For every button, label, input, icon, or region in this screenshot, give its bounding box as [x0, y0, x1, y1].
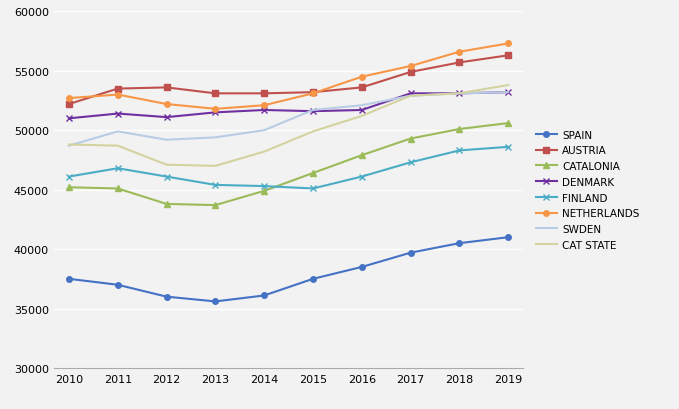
CAT STATE [65, 143, 73, 148]
FINLAND [504, 145, 512, 150]
FINLAND [358, 175, 366, 180]
NETHERLANDS [456, 50, 464, 55]
CATALONIA [504, 121, 512, 126]
DENMARK [260, 108, 268, 113]
CATALONIA [309, 171, 317, 176]
CAT STATE [113, 144, 122, 149]
FINLAND [309, 187, 317, 191]
Line: SWDEN: SWDEN [69, 93, 508, 146]
DENMARK [211, 110, 219, 115]
SWDEN [358, 103, 366, 108]
Line: FINLAND: FINLAND [65, 144, 512, 193]
FINLAND [407, 160, 415, 165]
AUSTRIA [211, 92, 219, 97]
FINLAND [113, 166, 122, 171]
DENMARK [407, 92, 415, 97]
AUSTRIA [260, 92, 268, 97]
NETHERLANDS [407, 64, 415, 69]
Line: AUSTRIA: AUSTRIA [66, 54, 511, 108]
NETHERLANDS [504, 42, 512, 47]
SPAIN [162, 294, 170, 299]
FINLAND [260, 184, 268, 189]
FINLAND [65, 175, 73, 180]
SWDEN [65, 144, 73, 149]
NETHERLANDS [162, 102, 170, 107]
AUSTRIA [65, 102, 73, 107]
DENMARK [309, 110, 317, 115]
CATALONIA [211, 203, 219, 208]
CATALONIA [456, 127, 464, 132]
NETHERLANDS [260, 103, 268, 108]
NETHERLANDS [113, 93, 122, 98]
SPAIN [407, 251, 415, 256]
CATALONIA [260, 189, 268, 194]
CAT STATE [456, 92, 464, 97]
NETHERLANDS [65, 97, 73, 101]
DENMARK [113, 112, 122, 117]
DENMARK [504, 90, 512, 95]
FINLAND [162, 175, 170, 180]
AUSTRIA [358, 86, 366, 91]
SPAIN [358, 265, 366, 270]
AUSTRIA [504, 54, 512, 58]
DENMARK [162, 115, 170, 120]
CAT STATE [162, 163, 170, 168]
SWDEN [211, 135, 219, 140]
SPAIN [211, 299, 219, 304]
CATALONIA [113, 187, 122, 191]
CAT STATE [260, 150, 268, 155]
CATALONIA [65, 185, 73, 190]
SWDEN [162, 138, 170, 143]
DENMARK [456, 92, 464, 97]
AUSTRIA [407, 70, 415, 75]
SWDEN [260, 128, 268, 133]
DENMARK [65, 117, 73, 121]
SPAIN [113, 283, 122, 288]
CAT STATE [504, 83, 512, 88]
AUSTRIA [456, 61, 464, 66]
SPAIN [456, 241, 464, 246]
CAT STATE [358, 114, 366, 119]
SWDEN [309, 108, 317, 113]
Line: NETHERLANDS: NETHERLANDS [66, 42, 511, 112]
SWDEN [113, 130, 122, 135]
SPAIN [260, 293, 268, 298]
NETHERLANDS [211, 107, 219, 112]
DENMARK [358, 108, 366, 113]
SWDEN [504, 90, 512, 95]
CATALONIA [358, 153, 366, 158]
Line: CATALONIA: CATALONIA [65, 120, 512, 209]
CATALONIA [407, 137, 415, 142]
Line: CAT STATE: CAT STATE [69, 86, 508, 166]
FINLAND [456, 148, 464, 153]
NETHERLANDS [309, 92, 317, 97]
SPAIN [504, 235, 512, 240]
CAT STATE [211, 164, 219, 169]
Line: DENMARK: DENMARK [65, 90, 512, 122]
SWDEN [407, 94, 415, 99]
AUSTRIA [113, 87, 122, 92]
Line: SPAIN: SPAIN [66, 235, 511, 304]
AUSTRIA [309, 90, 317, 95]
CATALONIA [162, 202, 170, 207]
NETHERLANDS [358, 75, 366, 80]
Legend: SPAIN, AUSTRIA, CATALONIA, DENMARK, FINLAND, NETHERLANDS, SWDEN, CAT STATE: SPAIN, AUSTRIA, CATALONIA, DENMARK, FINL… [533, 127, 642, 253]
FINLAND [211, 183, 219, 188]
CAT STATE [309, 130, 317, 135]
CAT STATE [407, 94, 415, 99]
SPAIN [309, 276, 317, 281]
AUSTRIA [162, 86, 170, 91]
SPAIN [65, 276, 73, 281]
SWDEN [456, 92, 464, 97]
